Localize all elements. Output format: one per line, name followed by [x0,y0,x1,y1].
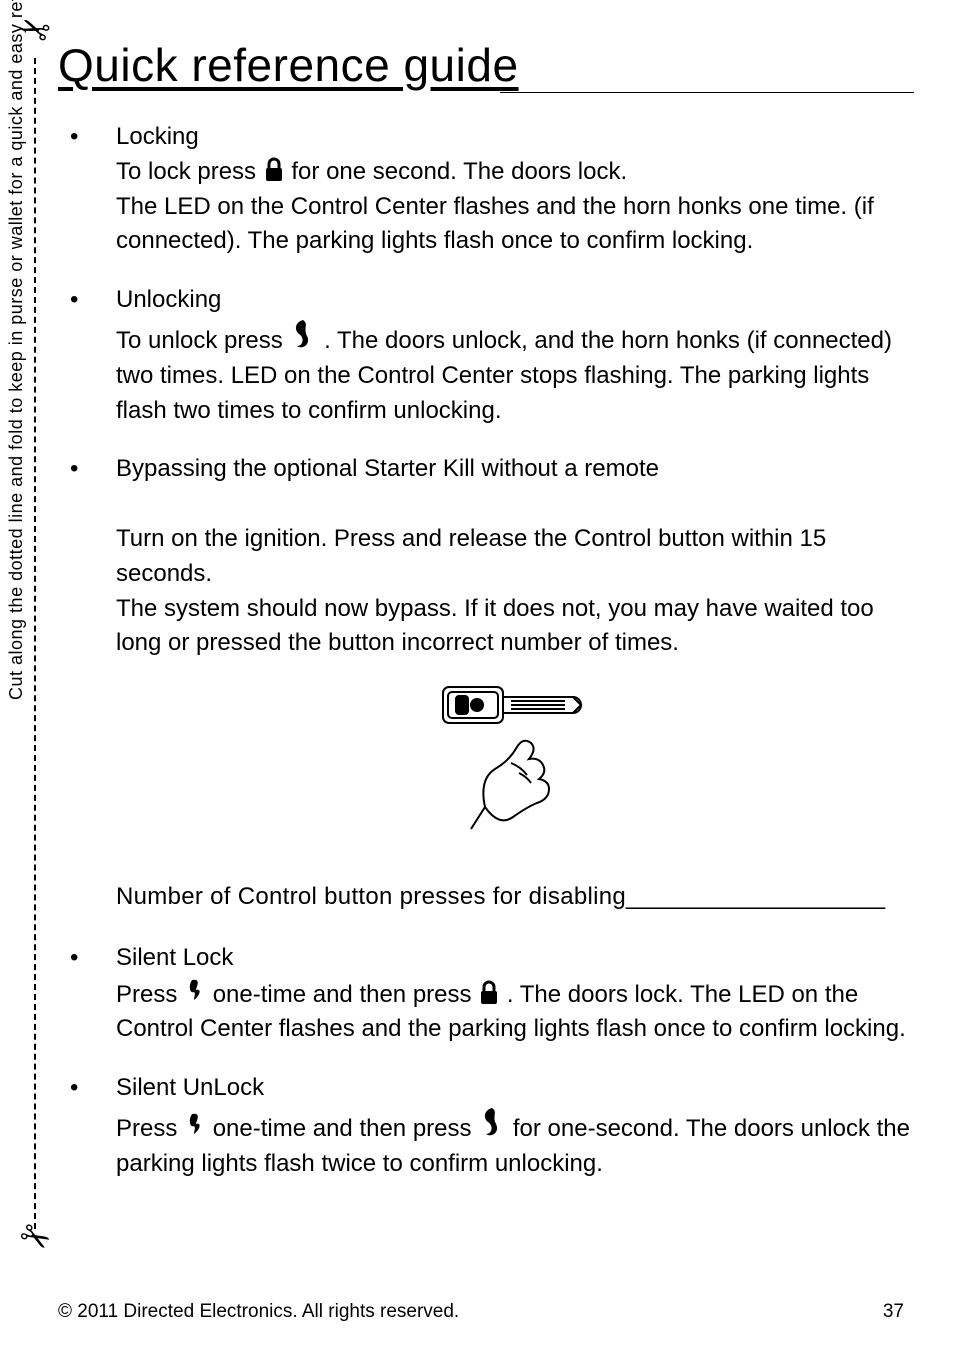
section-body: Press one-time and then press . The [116,976,914,1048]
page-number: 37 [883,1301,904,1323]
title-rule [500,92,914,93]
section-silent-lock: Silent Lock Press one-time and then pres… [62,941,914,1047]
f-aux-icon [184,976,206,1006]
page-footer: © 2011 Directed Electronics. All rights … [58,1301,904,1323]
scissors-icon: ✂ [13,1215,57,1261]
text: To lock press [116,158,263,185]
text: The LED on the Control Center flashes an… [116,193,874,255]
section-body: Turn on the ignition. Press and release … [116,522,914,661]
section-title: Bypassing the optional Starter Kill with… [116,452,914,487]
text: one-time and then press [213,1115,479,1142]
key-hand-figure [116,677,914,858]
section-locking: Locking To lock press for one second. Th… [62,120,914,259]
copyright-text: © 2011 Directed Electronics. All rights … [58,1301,459,1323]
unlock-swirl-icon [289,318,317,352]
section-unlocking: Unlocking To unlock press . The doors un… [62,283,914,428]
cut-instruction-text: Cut along the dotted line and fold to ke… [6,0,27,700]
section-body: To lock press for one second. The doors … [116,155,914,259]
page: Cut along the dotted line and fold to ke… [0,0,954,1359]
section-title: Silent Lock [116,941,914,976]
text: one-time and then press [213,981,479,1008]
presses-blank-line: Number of Control button presses for dis… [116,880,914,915]
lock-icon [263,157,285,183]
f-aux-icon [184,1110,206,1140]
cut-dotted-line [34,58,36,1229]
text: Press [116,981,184,1008]
text: for one second. The doors lock. [291,158,627,185]
unlock-swirl-icon [478,1106,506,1140]
section-body: To unlock press . The doors unlock, and … [116,318,914,428]
text: To unlock press [116,327,289,354]
section-bypass: Bypassing the optional Starter Kill with… [62,452,914,914]
content-area: Locking To lock press for one second. Th… [62,120,914,1206]
section-title: Locking [116,120,914,155]
topic-list: Locking To lock press for one second. Th… [62,120,914,1182]
section-title: Silent UnLock [116,1071,914,1106]
section-title: Unlocking [116,283,914,318]
section-body: Press one-time and then press for one-se… [116,1106,914,1182]
section-silent-unlock: Silent UnLock Press one-time and then pr… [62,1071,914,1181]
text: Press [116,1115,184,1142]
page-title: Quick reference guide [58,38,519,92]
lock-icon [478,980,500,1006]
